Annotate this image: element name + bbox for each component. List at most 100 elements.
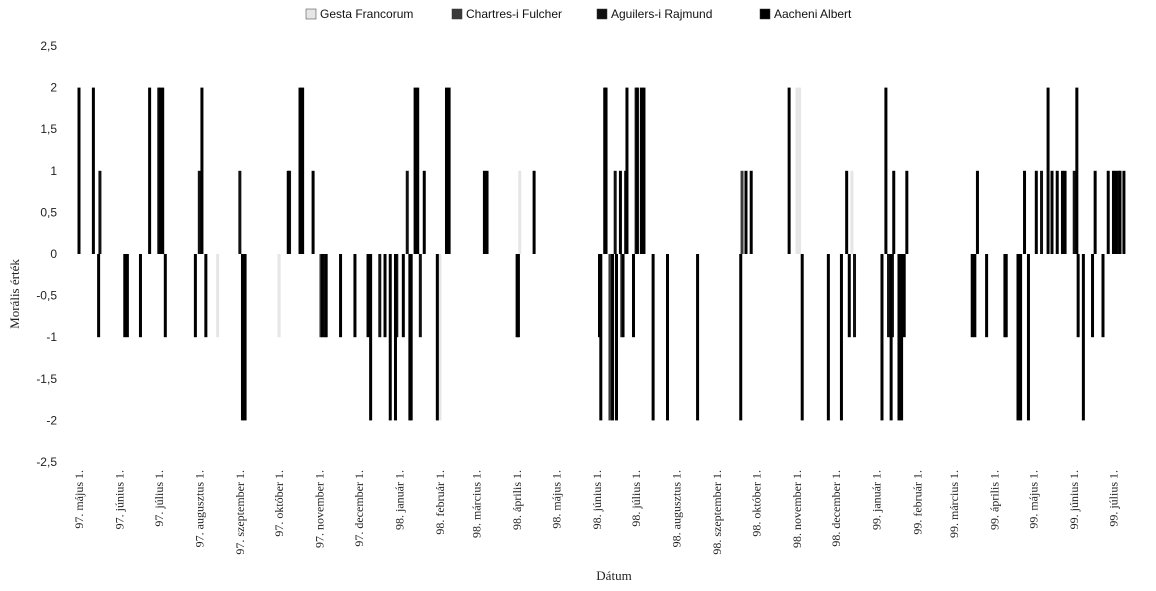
bar [413, 87, 417, 254]
x-tick-label: 99. január 1. [870, 470, 884, 530]
bar [416, 87, 420, 254]
legend-label: Chartres-i Fulcher [466, 7, 562, 21]
bar [1114, 170, 1118, 254]
legend-swatch [305, 8, 317, 20]
bar [324, 254, 328, 338]
x-tick-label: 99. május 1. [1027, 470, 1041, 529]
bar [485, 170, 489, 254]
x-axis-title: Dátum [596, 568, 631, 583]
bar [516, 254, 520, 338]
bar [163, 254, 167, 338]
x-tick-label: 99. június 1. [1067, 470, 1081, 529]
bar [1034, 170, 1038, 254]
bar [388, 254, 392, 421]
bar [900, 254, 904, 421]
bar [438, 254, 442, 421]
bar [366, 254, 370, 338]
bar [243, 254, 247, 421]
bar [618, 170, 622, 254]
bar [800, 254, 804, 421]
bar [1026, 254, 1030, 421]
bar [298, 87, 302, 254]
bar [1122, 170, 1126, 254]
x-tick-label: 98. február 1. [433, 470, 447, 535]
bar [418, 254, 422, 338]
bar [204, 254, 208, 338]
bar [632, 254, 636, 338]
x-tick-label: 98. május 1. [549, 470, 563, 529]
bar [897, 254, 901, 421]
y-tick-label: 1 [50, 164, 57, 178]
bar [853, 254, 857, 338]
bar [1050, 170, 1054, 254]
bar [611, 254, 615, 421]
bar [277, 254, 281, 338]
bar [369, 254, 373, 421]
bar [739, 254, 743, 421]
bar [973, 254, 977, 338]
bar [435, 254, 439, 421]
bar [148, 87, 152, 254]
bar [422, 170, 426, 254]
bar [91, 87, 95, 254]
bar [378, 254, 382, 338]
x-axis: 97. május 1. 97. június 1. 97. július 1. 97… [72, 470, 1120, 555]
bar [880, 254, 884, 421]
bar [286, 170, 290, 254]
bar [1118, 170, 1122, 254]
bar [798, 87, 802, 254]
x-tick-label: 99. március 1. [947, 470, 961, 538]
bar [409, 254, 413, 421]
x-tick-label: 97. június 1. [113, 470, 127, 529]
bar [1081, 254, 1085, 421]
x-tick-label: 97. szeptember 1. [233, 470, 247, 555]
legend-swatch [759, 8, 771, 20]
bar [1040, 170, 1044, 254]
bar [604, 87, 608, 254]
bars [77, 87, 1126, 421]
bar [200, 87, 204, 254]
bar [892, 170, 896, 254]
bar [887, 254, 891, 338]
bar [383, 254, 387, 338]
bar [447, 87, 451, 254]
bar [744, 170, 748, 254]
y-axis: 2,5 2 1,5 1 0,5 0 -0,5 -1 -1,5 -2 -2,5 [36, 39, 57, 469]
bar [1004, 254, 1008, 338]
x-tick-label: 98. június 1. [590, 470, 604, 529]
y-tick-label: -1 [46, 330, 57, 344]
bar [666, 254, 670, 421]
bar [970, 254, 974, 338]
bar [301, 87, 305, 254]
bar [482, 170, 486, 254]
y-axis-title: Morális érték [7, 259, 22, 329]
bar [238, 170, 242, 254]
legend-swatch [596, 8, 608, 20]
bar [125, 254, 129, 338]
bar [635, 87, 639, 254]
x-tick-label: 98. december 1. [829, 470, 843, 547]
legend-label: Gesta Francorum [320, 7, 413, 21]
bar [353, 254, 357, 338]
x-tick-label: 97. augusztus 1. [192, 470, 206, 547]
bar [1063, 170, 1067, 254]
bar [615, 254, 618, 421]
x-tick-label: 99. április 1. [987, 470, 1001, 530]
bar [621, 254, 625, 338]
x-tick-label: 98. október 1. [749, 470, 763, 537]
bar [444, 87, 448, 254]
y-tick-label: 2,5 [40, 39, 57, 53]
bar [339, 254, 343, 338]
bar [1016, 254, 1020, 421]
bar [884, 87, 888, 254]
y-tick-label: 2 [50, 81, 57, 95]
bar [613, 170, 617, 254]
y-tick-label: 0 [50, 247, 57, 261]
bar [850, 170, 854, 254]
bar [1106, 170, 1110, 254]
bar [1046, 87, 1050, 254]
bar [1111, 170, 1115, 254]
bar [1055, 170, 1059, 254]
bar [826, 254, 830, 421]
